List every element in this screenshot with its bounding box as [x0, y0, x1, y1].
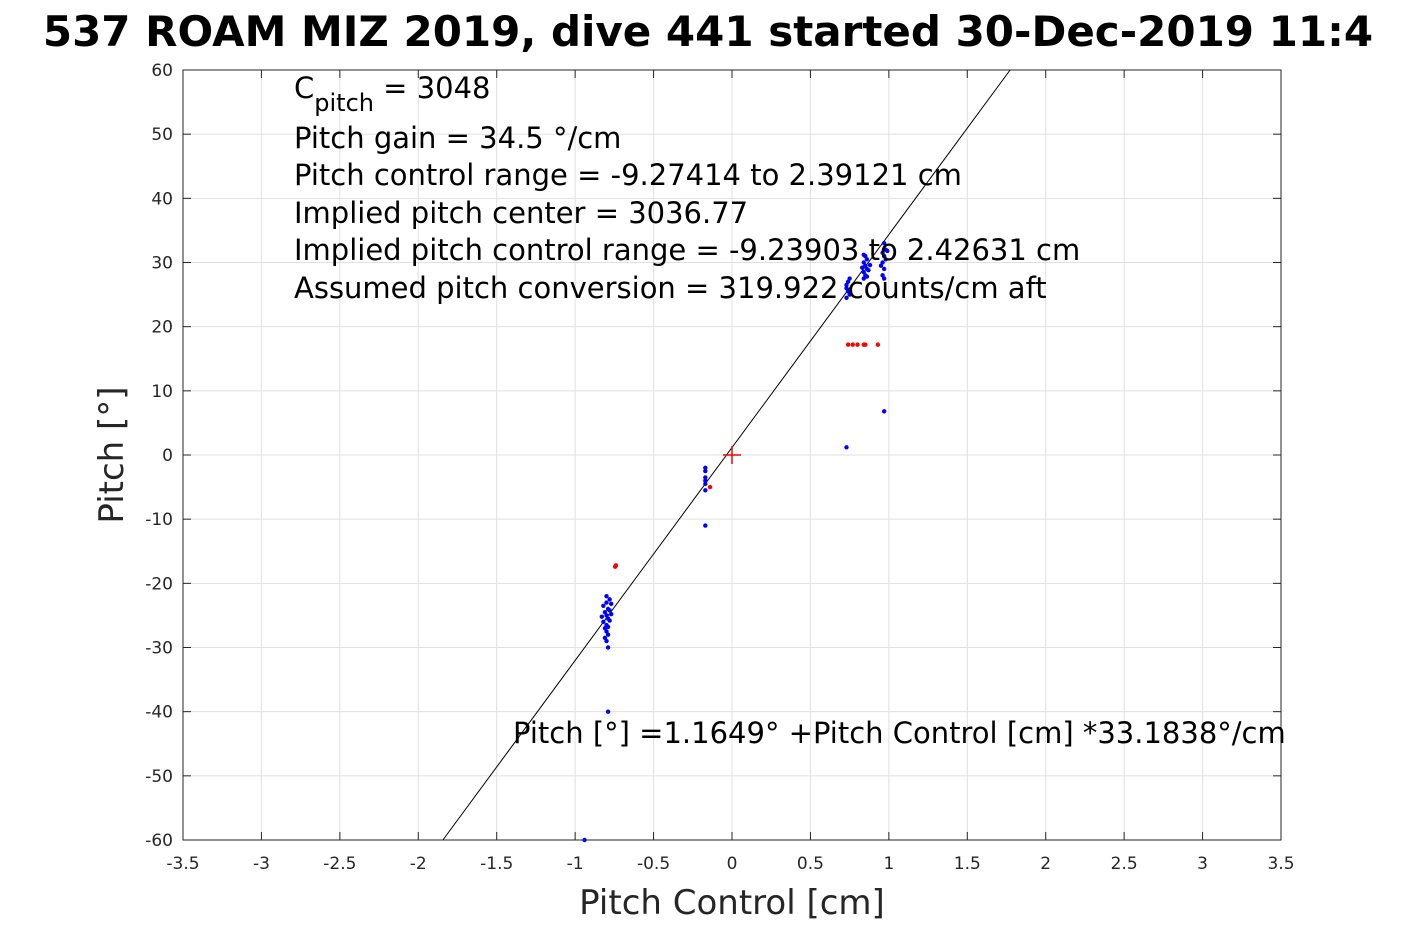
data-point — [609, 611, 614, 617]
data-point — [864, 274, 870, 279]
data-point — [859, 265, 865, 270]
x-tick-label: 2.5 — [1111, 854, 1138, 874]
axis-ticks — [182, 69, 1282, 841]
grid-lines — [183, 70, 1281, 840]
data-point — [703, 488, 708, 493]
y-tick-label: 60 — [151, 61, 173, 81]
x-tick-label: -0.5 — [637, 854, 670, 874]
y-tick-label: 0 — [162, 446, 173, 466]
data-point — [703, 478, 708, 483]
data-point — [850, 342, 855, 347]
data-point — [707, 484, 713, 490]
data-point — [881, 266, 887, 272]
x-tick-label: 3 — [1197, 854, 1208, 874]
data-point — [609, 601, 614, 607]
chart-title: 537 ROAM MIZ 2019, dive 441 started 30-D… — [43, 7, 1373, 56]
c-pitch-annotation: Cpitch = 3048 — [294, 71, 491, 117]
data-point — [703, 465, 708, 471]
data-point — [601, 619, 606, 625]
data-point — [883, 257, 888, 262]
data-point — [605, 645, 611, 650]
data-point — [863, 342, 868, 347]
data-point — [703, 523, 708, 528]
y-tick-label: -10 — [145, 510, 173, 530]
data-point — [847, 276, 852, 281]
x-tick-label: -1.5 — [480, 854, 513, 874]
y-tick-label: 20 — [151, 318, 173, 338]
center-marker-layer — [723, 446, 741, 464]
x-tick-label: -1 — [567, 854, 584, 874]
implied-center-annotation: Implied pitch center = 3036.77 — [294, 196, 748, 230]
y-tick-label: 10 — [151, 382, 173, 402]
data-point — [844, 285, 849, 291]
y-axis-label: Pitch [°] — [92, 386, 132, 523]
data-point — [703, 468, 708, 474]
c-pitch-value: = 3048 — [374, 71, 491, 105]
x-tick-label: 1.5 — [954, 854, 981, 874]
x-tick-label: -3 — [253, 854, 270, 874]
data-point — [844, 445, 849, 450]
data-point — [612, 564, 618, 569]
y-tick-label: -30 — [145, 639, 173, 659]
data-point — [601, 603, 606, 608]
data-point — [604, 600, 609, 605]
x-tick-label: -3.5 — [166, 854, 199, 874]
fit-equation-annotation: Pitch [°] =1.1649° +Pitch Control [cm] *… — [513, 716, 1286, 750]
data-point — [875, 342, 881, 347]
x-tick-label: 1 — [883, 854, 894, 874]
data-point — [607, 597, 612, 602]
y-tick-label: -60 — [145, 831, 173, 851]
x-tick-label: 0 — [727, 854, 738, 874]
data-point — [861, 269, 866, 275]
y-tick-label: -40 — [145, 703, 173, 723]
data-point — [582, 837, 587, 843]
y-tick-label: 40 — [151, 189, 173, 209]
data-point — [604, 593, 609, 599]
data-point — [866, 268, 871, 273]
x-tick-label: -2.5 — [323, 854, 356, 874]
x-tick-label: 0.5 — [797, 854, 824, 874]
data-point — [599, 614, 605, 619]
x-axis-label: Pitch Control [cm] — [579, 883, 885, 923]
data-point — [847, 292, 852, 297]
data-point — [607, 608, 612, 613]
data-point — [881, 276, 887, 281]
x-tick-label: 2 — [1040, 854, 1051, 874]
x-tick-label: 3.5 — [1267, 854, 1294, 874]
data-point — [885, 248, 890, 254]
data-point — [605, 709, 611, 714]
data-point — [844, 295, 849, 300]
data-point — [855, 342, 860, 347]
y-tick-label: -50 — [145, 767, 173, 787]
data-point — [861, 252, 866, 257]
data-point — [878, 263, 884, 268]
c-pitch-base: C — [294, 71, 314, 105]
data-point — [881, 241, 887, 246]
data-point — [605, 632, 611, 637]
data-point — [867, 262, 873, 268]
c-pitch-subscript: pitch — [314, 89, 374, 117]
assumed-conversion-annotation: Assumed pitch conversion = 319.922 count… — [294, 271, 1047, 305]
data-point — [881, 409, 887, 414]
pitch-gain-annotation: Pitch gain = 34.5 °/cm — [294, 121, 621, 155]
data-point — [703, 475, 708, 480]
data-point — [604, 638, 609, 644]
data-point — [880, 250, 885, 256]
y-tick-label: 30 — [151, 254, 173, 274]
data-point — [861, 260, 866, 265]
data-point — [605, 624, 611, 630]
implied-range-annotation: Implied pitch control range = -9.23903 t… — [294, 233, 1080, 267]
control-range-annotation: Pitch control range = -9.27414 to 2.3912… — [294, 158, 962, 192]
x-tick-label: -2 — [410, 854, 427, 874]
data-point — [845, 342, 851, 347]
y-tick-label: -20 — [145, 574, 173, 594]
y-tick-labels: -60 -50 -40 -30 -20 -10 0 10 20 30 40 50 60 — [145, 61, 173, 851]
data-point — [607, 618, 612, 623]
x-tick-labels: -3.5 -3 -2.5 -2 -1.5 -1 -0.5 0 0.5 1 1.5 2 2.5 3 3.5 — [166, 854, 1294, 874]
data-point — [703, 481, 708, 487]
points-layer — [582, 241, 890, 843]
y-tick-label: 50 — [151, 125, 173, 145]
